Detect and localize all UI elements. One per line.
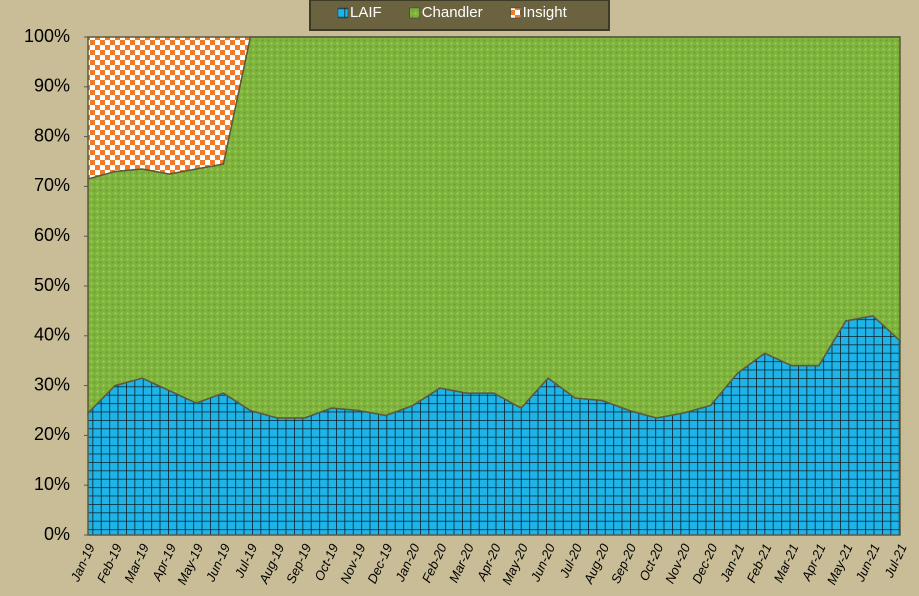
y-tick-label: 30%	[34, 374, 70, 394]
y-tick-label: 90%	[34, 76, 70, 96]
y-tick-label: 50%	[34, 275, 70, 295]
area	[87, 36, 900, 180]
y-tick-label: 70%	[34, 175, 70, 195]
x-tick-label: Jul-19	[231, 541, 260, 580]
legend-swatch	[337, 7, 349, 19]
x-tick-label: May-19	[174, 541, 206, 587]
x-tick-label: Mar-21	[771, 541, 802, 584]
legend-swatch	[510, 7, 521, 19]
y-tick-label: 40%	[34, 325, 70, 345]
legend-label: Insight	[523, 4, 568, 21]
x-tick-label: Apr-21	[798, 541, 828, 583]
x-tick-label: Sep-19	[283, 541, 314, 585]
x-tick-label: Mar-20	[446, 541, 477, 585]
y-tick-label: 10%	[34, 474, 70, 494]
y-tick-label: 100%	[24, 26, 70, 46]
y-tick-label: 20%	[34, 424, 70, 444]
y-tick-label: 0%	[44, 524, 70, 544]
y-tick-label: 60%	[34, 225, 70, 245]
x-tick-label: Jun-20	[527, 541, 558, 585]
x-tick-label: Oct-20	[636, 541, 666, 583]
legend-swatch	[409, 7, 420, 19]
x-tick-label: Dec-20	[689, 541, 721, 586]
x-tick-label: Jun-21	[852, 541, 883, 584]
x-tick-label: Apr-19	[149, 541, 179, 583]
x-tick-label: Jul-21	[881, 541, 910, 580]
legend-box	[309, 0, 610, 31]
x-tick-label: Sep-20	[608, 541, 640, 586]
x-tick-label: May-20	[499, 541, 531, 587]
legend-label: Chandler	[422, 4, 483, 21]
x-tick-label: Jul-20	[556, 541, 585, 581]
x-tick-label: Jun-19	[202, 541, 233, 584]
x-tick-label: May-21	[824, 541, 856, 587]
x-tick-label: Mar-19	[121, 541, 152, 584]
legend-label: LAIF	[350, 4, 382, 21]
x-tick-label: Oct-19	[311, 541, 341, 583]
x-tick-label: Dec-19	[364, 541, 395, 585]
y-tick-label: 80%	[34, 125, 70, 145]
